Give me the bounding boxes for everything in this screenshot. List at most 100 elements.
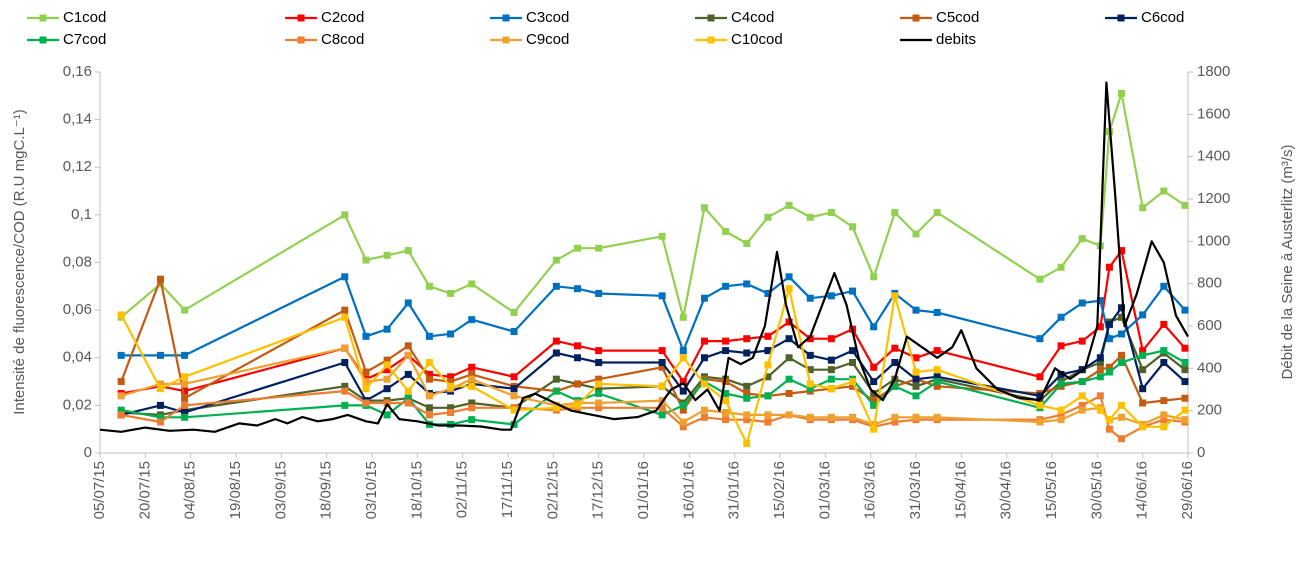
point — [1181, 306, 1189, 314]
point — [1118, 89, 1126, 97]
point — [722, 282, 730, 290]
point — [1118, 247, 1126, 255]
point — [595, 347, 603, 355]
point — [468, 382, 476, 390]
point — [912, 413, 920, 421]
point — [722, 397, 730, 405]
point — [1160, 423, 1168, 431]
series-line — [121, 249, 1186, 395]
point — [1078, 378, 1086, 386]
point — [827, 335, 835, 343]
point — [1181, 416, 1189, 424]
point — [1139, 311, 1147, 319]
point — [933, 208, 941, 216]
point — [658, 347, 666, 355]
point — [912, 354, 920, 362]
legend-label: C7cod — [63, 31, 106, 48]
point — [425, 282, 433, 290]
series-line — [121, 275, 1186, 357]
point — [404, 387, 412, 395]
point — [743, 389, 751, 397]
point — [1078, 401, 1086, 409]
point — [181, 413, 189, 421]
point — [722, 409, 730, 417]
point — [827, 366, 835, 374]
point — [933, 309, 941, 317]
point — [933, 382, 941, 390]
point — [827, 413, 835, 421]
x-tick-label: 16/03/16 — [862, 461, 879, 519]
point — [1181, 201, 1189, 209]
point — [891, 413, 899, 421]
point — [362, 368, 370, 376]
x-tick-label: 01/01/16 — [635, 461, 652, 519]
point — [117, 351, 125, 359]
point — [595, 404, 603, 412]
point — [933, 347, 941, 355]
point — [1139, 366, 1147, 374]
point — [404, 370, 412, 378]
point — [785, 375, 793, 383]
point — [870, 378, 878, 386]
point — [1105, 363, 1113, 371]
legend-marker — [912, 14, 920, 22]
point — [383, 251, 391, 259]
point — [383, 356, 391, 364]
point — [658, 232, 666, 240]
point — [552, 256, 560, 264]
point — [362, 256, 370, 264]
point — [912, 392, 920, 400]
point — [658, 359, 666, 367]
point — [468, 370, 476, 378]
point — [362, 332, 370, 340]
point — [341, 344, 349, 352]
point — [912, 375, 920, 383]
point — [1057, 342, 1065, 350]
point — [870, 363, 878, 371]
point — [891, 208, 899, 216]
x-tick-label: 18/10/15 — [408, 461, 425, 519]
point — [785, 201, 793, 209]
point — [404, 399, 412, 407]
point — [658, 292, 666, 300]
point — [1105, 425, 1113, 433]
point — [181, 351, 189, 359]
point — [827, 385, 835, 393]
point — [785, 273, 793, 281]
point — [383, 399, 391, 407]
point — [552, 337, 560, 345]
point — [679, 406, 687, 414]
point — [447, 289, 455, 297]
point — [806, 213, 814, 221]
point — [383, 385, 391, 393]
point — [425, 359, 433, 367]
point — [1057, 370, 1065, 378]
y2-tick-label: 400 — [1197, 359, 1222, 376]
point — [933, 366, 941, 374]
y2-tick-label: 0 — [1197, 444, 1205, 461]
point — [117, 378, 125, 386]
point — [1096, 366, 1104, 374]
point — [1096, 406, 1104, 414]
point — [912, 382, 920, 390]
legend-marker — [1117, 14, 1125, 22]
point — [552, 404, 560, 412]
point — [785, 354, 793, 362]
point — [1181, 406, 1189, 414]
point — [447, 330, 455, 338]
point — [743, 416, 751, 424]
point — [1160, 320, 1168, 328]
y2-tick-label: 200 — [1197, 402, 1222, 419]
point — [912, 230, 920, 238]
point — [156, 385, 164, 393]
point — [552, 349, 560, 357]
point — [933, 413, 941, 421]
point — [764, 289, 772, 297]
point — [425, 370, 433, 378]
point — [806, 380, 814, 388]
point — [785, 285, 793, 293]
point — [1036, 401, 1044, 409]
x-tick-label: 17/12/15 — [590, 461, 607, 519]
legend-label: debits — [936, 31, 976, 48]
point — [743, 280, 751, 288]
